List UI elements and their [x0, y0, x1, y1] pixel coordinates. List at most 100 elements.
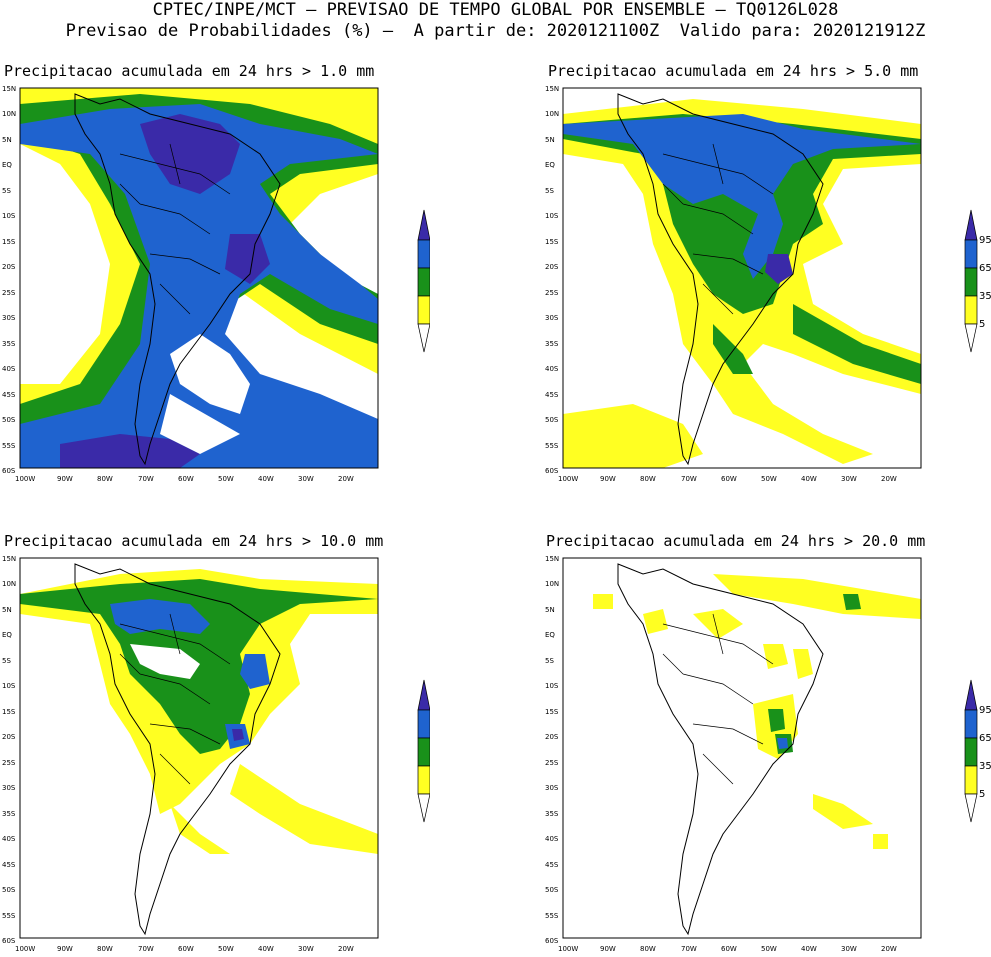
map-panel-20mm: 15N 10N 5N EQ 5S 10S 15S 20S 25S 30S 35S…	[545, 555, 991, 953]
legend-box-35	[417, 267, 430, 297]
lat-label: 45S	[2, 391, 16, 399]
legend-label: 65	[979, 263, 991, 274]
lon-label: 90W	[600, 475, 616, 483]
lat-label: 55S	[545, 442, 559, 450]
lat-label: 10N	[545, 110, 559, 118]
panel-title-5mm: Precipitacao acumulada em 24 hrs > 5.0 m…	[548, 62, 919, 80]
lat-label: 5N	[2, 606, 12, 614]
lat-label: EQ	[545, 161, 555, 169]
legend-cap-bottom	[417, 793, 430, 823]
lat-label: 50S	[545, 886, 559, 894]
white-gap	[160, 334, 250, 454]
lat-axis: 15N 10N 5N EQ 5S 10S 15S 20S 25S 30S 35S…	[545, 85, 559, 475]
lat-label: 60S	[545, 937, 559, 945]
map-border	[562, 87, 922, 469]
continent-outline	[617, 93, 824, 466]
lat-label: 35S	[545, 810, 559, 818]
fill-35	[563, 114, 921, 384]
lat-axis: 15N 10N 5N EQ 5S 10S 15S 20S 25S 30S 35S…	[545, 555, 559, 945]
lon-label: 60W	[721, 945, 737, 953]
lat-label: 40S	[2, 365, 16, 373]
lon-label: 40W	[801, 945, 817, 953]
color-legend: 95 65 35 5	[964, 209, 991, 353]
lat-label: 5N	[545, 136, 555, 144]
lon-label: 50W	[218, 475, 234, 483]
lat-label: 15N	[545, 555, 559, 563]
lat-axis: 15N 10N 5N EQ 5S 10S 15S 20S 25S 30S 35S…	[2, 555, 16, 945]
country-borders	[119, 143, 231, 315]
lat-label: 35S	[2, 340, 16, 348]
lat-label: 40S	[545, 365, 559, 373]
fill-95	[765, 254, 793, 284]
country-borders	[662, 613, 774, 785]
lat-label: 50S	[2, 416, 16, 424]
fill-95	[232, 729, 244, 741]
lat-label: 5S	[2, 657, 11, 665]
legend-box-65	[417, 709, 430, 739]
lon-label: 70W	[138, 475, 154, 483]
lon-label: 40W	[801, 475, 817, 483]
legend-label: 5	[979, 319, 985, 330]
lat-label: 5N	[2, 136, 12, 144]
lon-label: 40W	[258, 945, 274, 953]
lat-label: 15N	[545, 85, 559, 93]
lat-label: 10S	[2, 682, 16, 690]
lat-label: 15N	[2, 555, 16, 563]
legend-box-5	[964, 765, 978, 795]
continent-outline	[74, 563, 281, 936]
lon-label: 40W	[258, 475, 274, 483]
lon-label: 100W	[15, 475, 35, 483]
lat-label: 20S	[545, 733, 559, 741]
lon-label: 30W	[298, 475, 314, 483]
lon-label: 20W	[881, 475, 897, 483]
legend-box-35	[964, 737, 978, 767]
lat-label: 45S	[545, 861, 559, 869]
lon-label: 20W	[881, 945, 897, 953]
fill-65	[110, 599, 270, 749]
lat-label: 60S	[2, 467, 16, 475]
lon-label: 20W	[338, 945, 354, 953]
lat-label: 15S	[2, 708, 16, 716]
lat-axis: 15N 10N 5N EQ 5S 10S 15S 20S 25S 30S 35S…	[2, 85, 16, 475]
lon-label: 30W	[298, 945, 314, 953]
map-border	[562, 557, 922, 939]
legend-box-65	[964, 239, 978, 269]
lat-label: 60S	[545, 467, 559, 475]
lon-label: 30W	[841, 945, 857, 953]
lat-label: 25S	[545, 759, 559, 767]
lat-label: 30S	[545, 784, 559, 792]
white-gap	[130, 644, 200, 679]
lon-label: 90W	[600, 945, 616, 953]
lat-label: 25S	[545, 289, 559, 297]
lat-label: 60S	[2, 937, 16, 945]
lon-label: 50W	[761, 945, 777, 953]
legend-cap-top	[964, 679, 978, 711]
legend-cap-top	[417, 679, 430, 711]
panel-title-1mm: Precipitacao acumulada em 24 hrs > 1.0 m…	[4, 62, 375, 80]
lat-label: 30S	[2, 314, 16, 322]
lat-label: 20S	[545, 263, 559, 271]
lat-label: 15S	[545, 238, 559, 246]
lat-label: 30S	[2, 784, 16, 792]
lat-label: 45S	[545, 391, 559, 399]
lat-label: 10S	[545, 682, 559, 690]
legend-box-65	[964, 709, 978, 739]
lat-label: EQ	[545, 631, 555, 639]
legend-cap-bottom	[964, 793, 978, 823]
map-panel-10mm: 15N 10N 5N EQ 5S 10S 15S 20S 25S 30S 35S…	[2, 555, 430, 953]
lon-axis: 100W 90W 80W 70W 60W 50W 40W 30W 20W	[558, 475, 897, 483]
legend-cap-bottom	[417, 323, 430, 353]
legend-label: 5	[979, 789, 985, 800]
lat-label: 20S	[2, 733, 16, 741]
lat-label: 45S	[2, 861, 16, 869]
fill-65	[563, 114, 921, 279]
legend-box-65	[417, 239, 430, 269]
lon-label: 90W	[57, 475, 73, 483]
lon-label: 50W	[761, 475, 777, 483]
lat-label: 5S	[545, 657, 554, 665]
lon-label: 80W	[640, 475, 656, 483]
lon-label: 60W	[178, 475, 194, 483]
lat-label: 20S	[2, 263, 16, 271]
legend-box-35	[964, 267, 978, 297]
legend-cap-top	[417, 209, 430, 241]
